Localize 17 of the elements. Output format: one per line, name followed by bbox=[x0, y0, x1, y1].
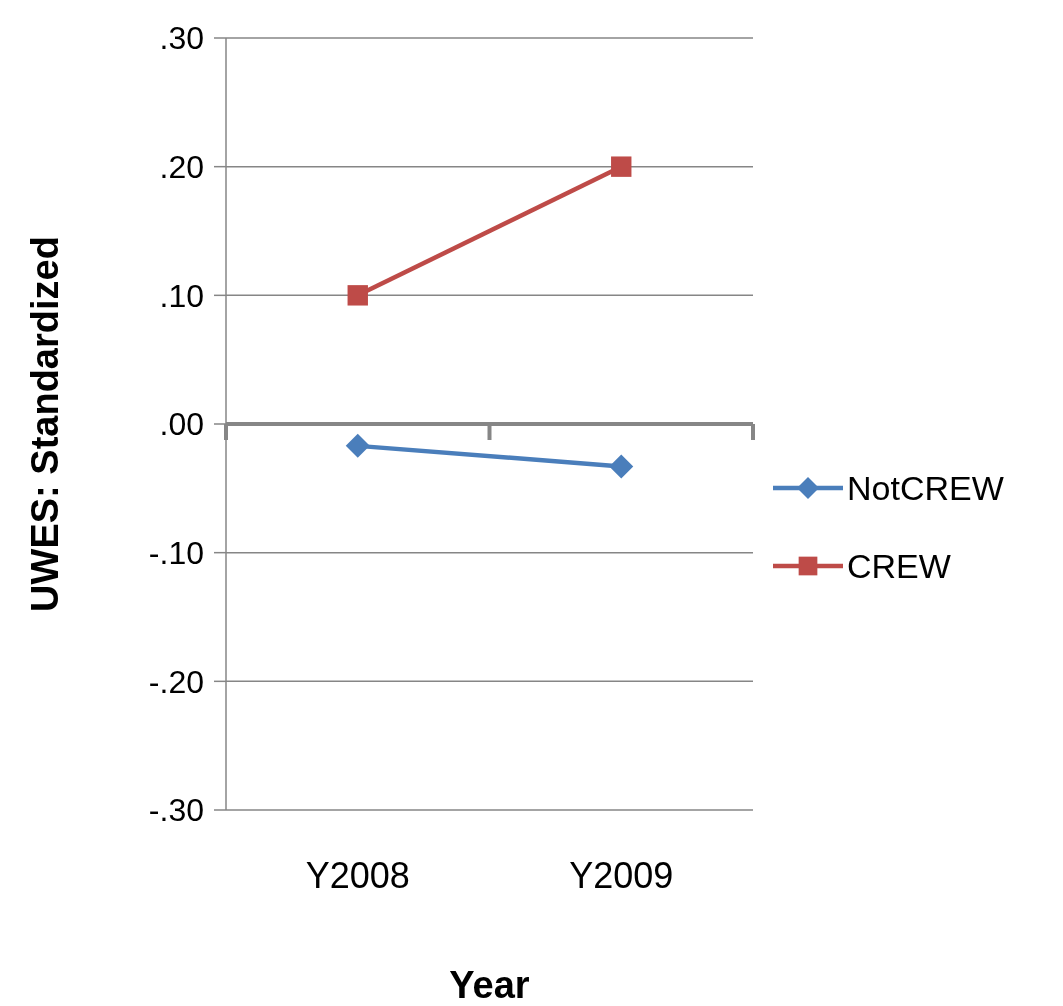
y-axis-title: UWES: Standardized bbox=[24, 236, 66, 612]
x-axis-title: Year bbox=[449, 964, 530, 1006]
y-tick-label: -.30 bbox=[148, 792, 204, 829]
legend-label: CREW bbox=[847, 546, 951, 585]
point bbox=[611, 156, 632, 177]
x-tick-label: Y2008 bbox=[305, 855, 410, 896]
y-tick-label: .30 bbox=[159, 20, 204, 57]
y-tick-label: -.20 bbox=[148, 663, 204, 700]
y-tick-label: .00 bbox=[159, 406, 204, 443]
legend-label: NotCREW bbox=[847, 468, 1004, 507]
point bbox=[347, 285, 368, 306]
point bbox=[345, 433, 370, 458]
y-tick-label: .10 bbox=[159, 277, 204, 314]
x-tick-label: Y2009 bbox=[569, 855, 674, 896]
y-tick-label: -.10 bbox=[148, 534, 204, 571]
y-tick-label: .20 bbox=[159, 148, 204, 185]
point bbox=[609, 454, 634, 479]
